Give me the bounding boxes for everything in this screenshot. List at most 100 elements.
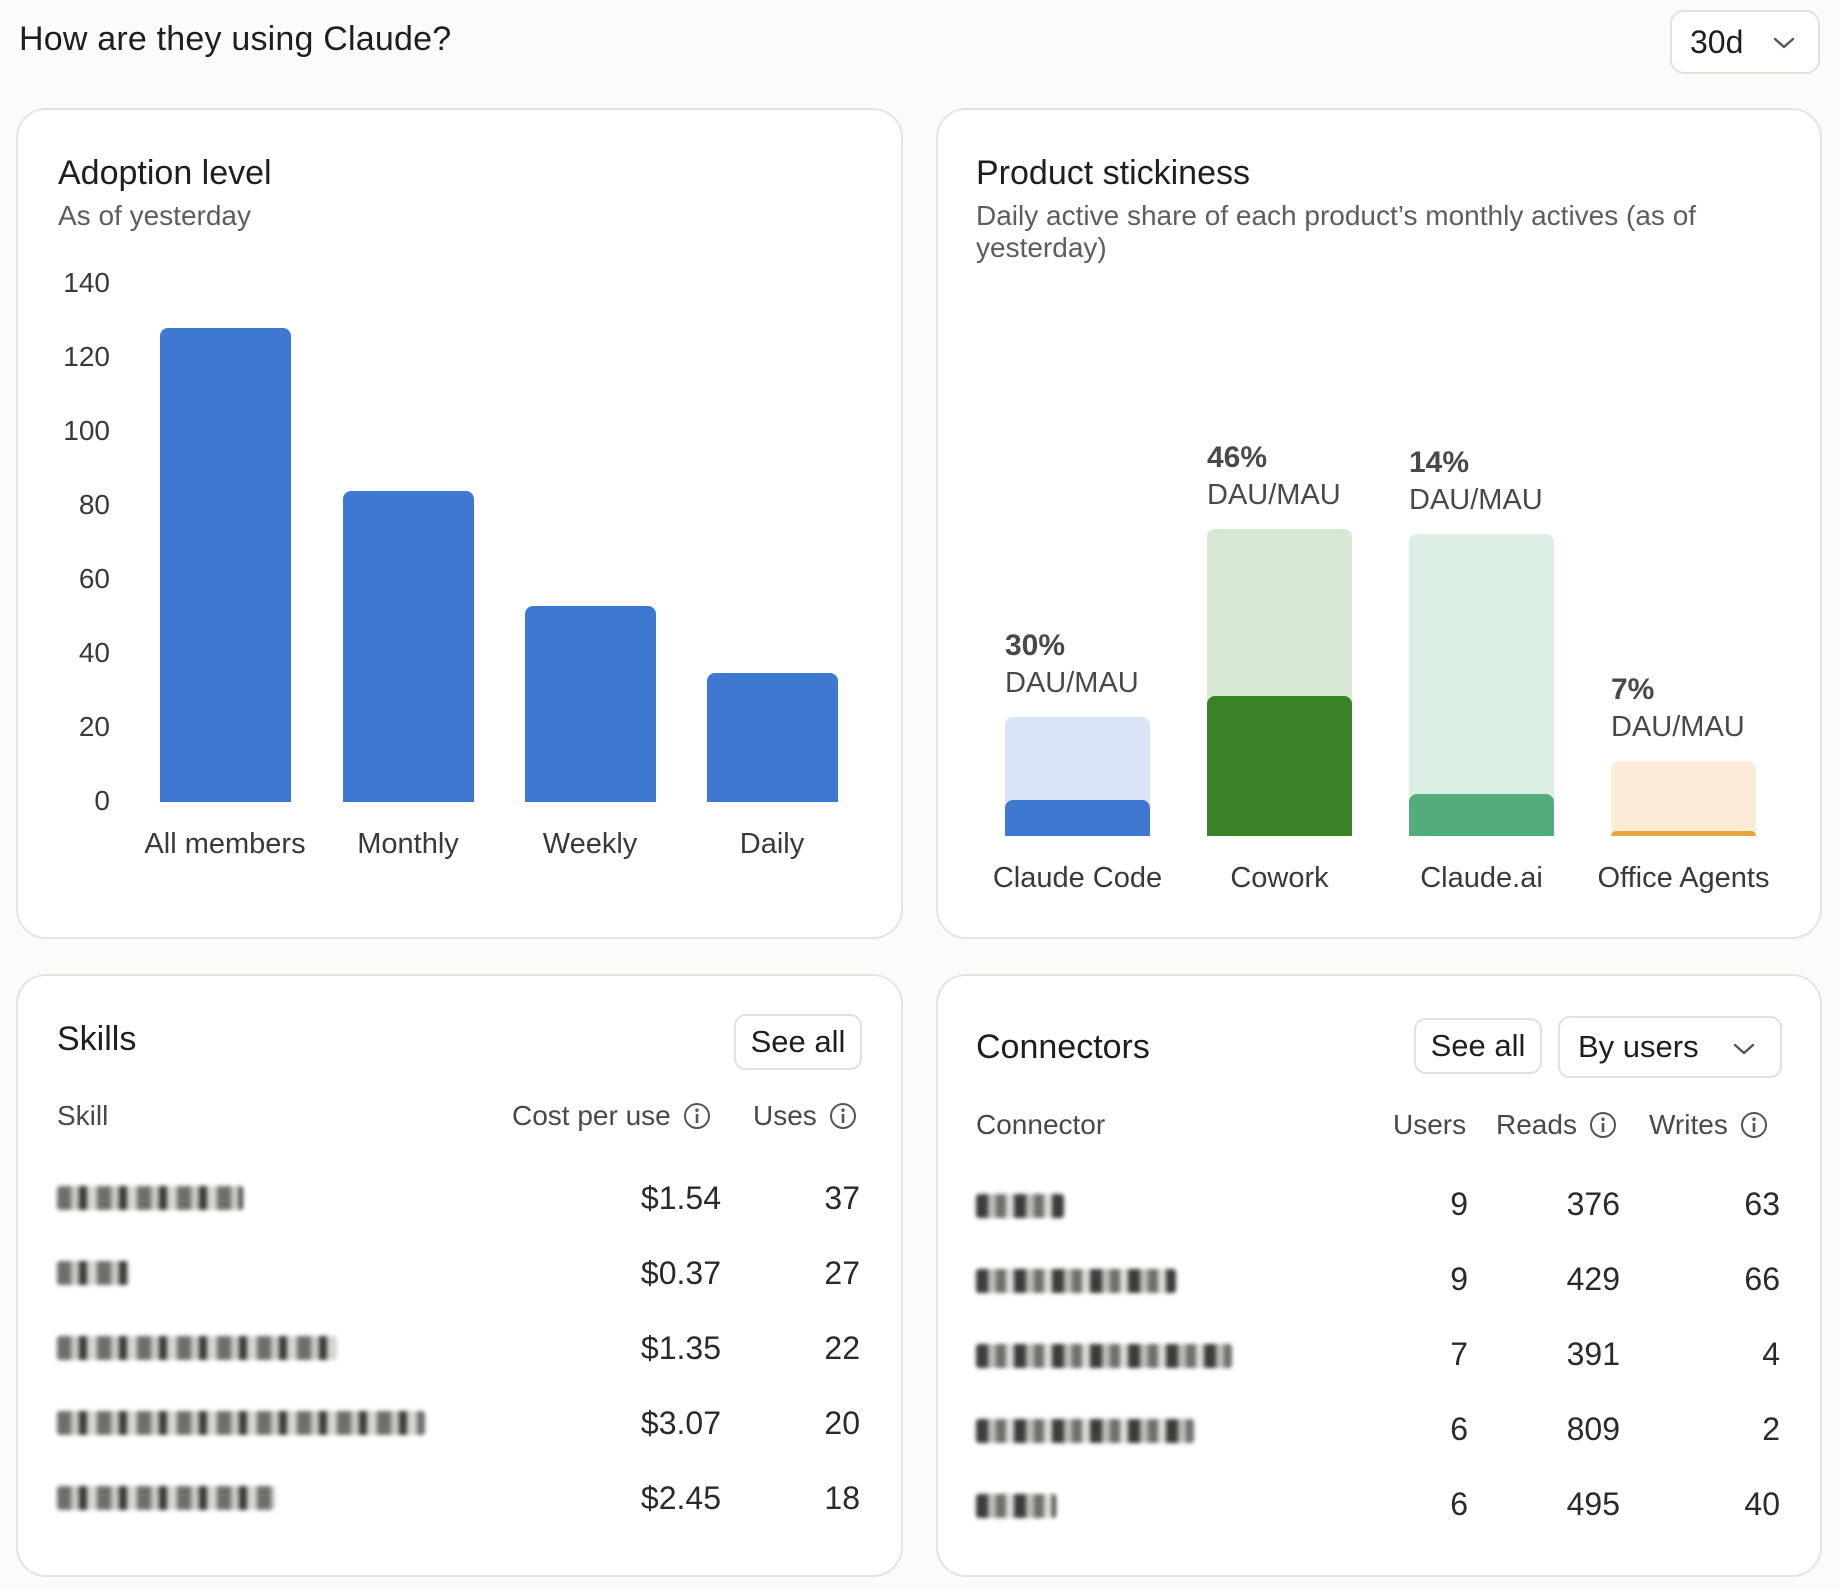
table-row: $0.37 27 <box>18 1249 901 1299</box>
dau-bar <box>1207 695 1352 836</box>
skills-card: Skills See all Skill Cost per use Uses $… <box>16 974 903 1577</box>
connectors-card: Connectors See all By users Connector Us… <box>936 974 1822 1577</box>
connectors-sort-select[interactable]: By users <box>1558 1016 1782 1078</box>
connectors-col-users: Users <box>1393 1109 1467 1140</box>
stickiness-subtitle: Daily active share of each product’s mon… <box>976 200 1697 263</box>
table-row: 9 429 66 <box>938 1255 1820 1305</box>
table-row: $1.35 22 <box>18 1324 901 1374</box>
connectors-col-writes: Writes <box>1649 1109 1768 1141</box>
skill-name-redacted <box>57 1486 275 1510</box>
x-category-label: Daily <box>739 828 805 860</box>
table-row: $1.54 37 <box>18 1174 901 1224</box>
table-row: 7 391 4 <box>938 1330 1820 1380</box>
y-tick-label: 140 <box>63 267 110 298</box>
x-category-label: Claude Code <box>992 862 1163 894</box>
x-category-label: Monthly <box>357 828 459 860</box>
info-icon[interactable] <box>829 1102 857 1130</box>
skill-uses: 20 <box>824 1405 860 1441</box>
connector-reads: 376 <box>1566 1186 1620 1222</box>
connector-reads: 391 <box>1566 1336 1620 1372</box>
skills-title: Skills <box>57 1020 137 1058</box>
y-tick-label: 20 <box>78 711 110 742</box>
info-icon[interactable] <box>683 1102 711 1130</box>
connectors-col-reads: Reads <box>1496 1109 1617 1141</box>
adoption-bar <box>524 605 656 802</box>
x-category-label: Office Agents <box>1597 862 1770 894</box>
x-category-label: Cowork <box>1230 862 1329 894</box>
page-title: How are they using Claude? <box>19 20 452 58</box>
adoption-level-card: Adoption level As of yesterday 0 20 40 60 80… <box>16 108 903 939</box>
connector-users: 6 <box>1450 1486 1468 1522</box>
connector-name-redacted <box>976 1419 1194 1443</box>
stickiness-chart: 30% DAU/MAU Claude Code 46% DAU/MAU Cowork 14%… <box>938 110 1820 937</box>
connector-name-redacted <box>976 1194 1064 1218</box>
stickiness-percent-label: 30% <box>1005 629 1066 662</box>
skill-uses: 37 <box>824 1180 860 1216</box>
table-row: $3.07 20 <box>18 1399 901 1449</box>
connector-users: 9 <box>1450 1186 1468 1222</box>
x-category-label: Weekly <box>542 828 638 860</box>
connectors-col-connector: Connector <box>976 1109 1106 1140</box>
product-stickiness-card: Product stickiness Daily active share of… <box>936 108 1822 939</box>
chevron-down-icon <box>1733 1043 1755 1055</box>
chevron-down-icon <box>1773 37 1795 49</box>
connector-name-redacted <box>976 1269 1176 1293</box>
adoption-subtitle: As of yesterday <box>58 200 251 231</box>
stickiness-unit-label: DAU/MAU <box>1207 478 1341 511</box>
stickiness-percent-label: 46% <box>1207 440 1268 474</box>
stickiness-percent-label: 7% <box>1611 673 1655 707</box>
skill-name-redacted <box>57 1411 425 1435</box>
connectors-title: Connectors <box>976 1028 1150 1066</box>
connector-writes: 2 <box>1762 1411 1780 1447</box>
connector-reads: 809 <box>1566 1411 1620 1447</box>
skill-cost: $0.37 <box>640 1255 721 1291</box>
skill-cost: $1.35 <box>640 1330 721 1366</box>
stickiness-unit-label: DAU/MAU <box>1611 711 1745 744</box>
skills-see-all-button[interactable]: See all <box>734 1014 862 1070</box>
stickiness-unit-label: DAU/MAU <box>1409 483 1543 516</box>
table-row: 6 809 2 <box>938 1405 1820 1455</box>
connector-reads: 495 <box>1566 1486 1620 1522</box>
connectors-see-all-button[interactable]: See all <box>1414 1018 1542 1074</box>
stickiness-percent-label: 14% <box>1409 445 1470 479</box>
table-row: 6 495 40 <box>938 1480 1820 1530</box>
connector-writes: 63 <box>1744 1186 1780 1222</box>
info-icon[interactable] <box>1589 1111 1617 1139</box>
adoption-bar <box>159 328 291 802</box>
info-icon[interactable] <box>1740 1111 1768 1139</box>
time-range-value: 30d <box>1690 23 1744 60</box>
connector-name-redacted <box>976 1344 1232 1368</box>
connector-users: 9 <box>1450 1261 1468 1297</box>
y-tick-label: 40 <box>78 637 110 668</box>
y-tick-label: 80 <box>78 489 110 520</box>
y-tick-label: 60 <box>78 563 110 594</box>
connectors-sort-value: By users <box>1578 1029 1699 1064</box>
dau-bar <box>1409 794 1554 836</box>
stickiness-unit-label: DAU/MAU <box>1005 667 1139 699</box>
mau-bar <box>1409 533 1554 836</box>
adoption-title: Adoption level <box>58 154 272 192</box>
skill-cost: $3.07 <box>640 1405 721 1441</box>
skill-name-redacted <box>57 1336 337 1360</box>
connector-writes: 66 <box>1744 1261 1780 1297</box>
x-category-label: All members <box>144 828 306 860</box>
connector-writes: 4 <box>1762 1336 1780 1372</box>
y-tick-label: 120 <box>63 341 110 372</box>
skill-uses: 27 <box>824 1255 860 1291</box>
connector-reads: 429 <box>1566 1261 1620 1297</box>
skill-cost: $2.45 <box>640 1480 721 1516</box>
dau-bar <box>1611 831 1756 836</box>
skills-col-uses: Uses <box>753 1100 857 1132</box>
time-range-select[interactable]: 30d <box>1670 10 1820 74</box>
skill-cost: $1.54 <box>640 1180 721 1216</box>
connector-users: 7 <box>1450 1336 1468 1372</box>
dau-bar <box>1005 800 1150 836</box>
table-row: $2.45 18 <box>18 1474 901 1524</box>
connector-users: 6 <box>1450 1411 1468 1447</box>
adoption-chart: 0 20 40 60 80 100 120 140 All members Monthly Week… <box>18 110 901 937</box>
skill-name-redacted <box>57 1261 129 1285</box>
skill-name-redacted <box>57 1186 243 1210</box>
skills-col-cost: Cost per use <box>512 1100 711 1132</box>
stickiness-title: Product stickiness <box>976 154 1250 192</box>
mau-bar <box>1611 761 1756 836</box>
